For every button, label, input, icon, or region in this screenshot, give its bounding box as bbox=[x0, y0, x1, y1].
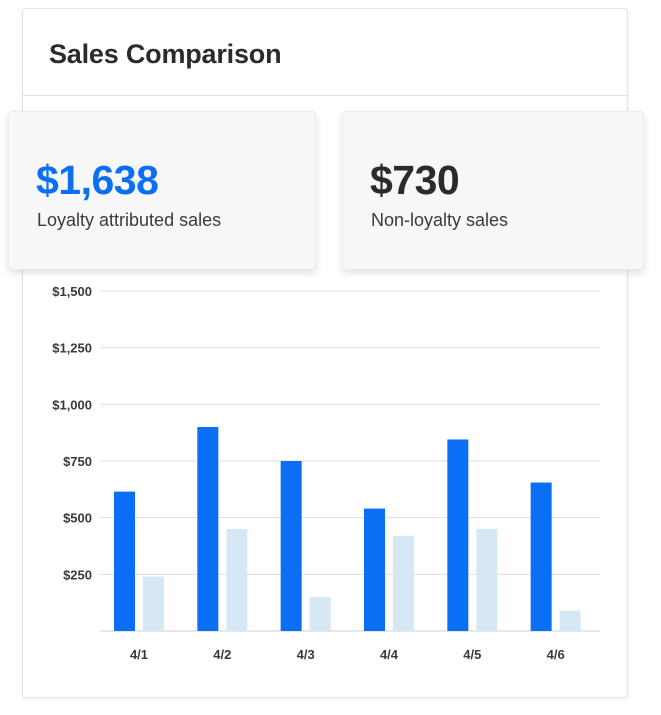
y-tick-label: $500 bbox=[63, 511, 92, 526]
loyalty-bar bbox=[114, 491, 135, 631]
non-loyalty-bar bbox=[559, 610, 581, 631]
y-tick-label: $750 bbox=[63, 454, 92, 469]
non-loyalty-bar bbox=[309, 597, 331, 631]
x-tick-label: 4/6 bbox=[547, 647, 565, 662]
loyalty-bar bbox=[364, 508, 385, 631]
loyalty-bar bbox=[447, 439, 469, 631]
y-tick-label: $1,500 bbox=[52, 284, 92, 299]
x-tick-label: 4/5 bbox=[463, 647, 481, 662]
y-tick-label: $1,250 bbox=[52, 341, 92, 356]
non-loyalty-sales-label: Non-loyalty sales bbox=[371, 210, 509, 230]
non-loyalty-bar bbox=[393, 535, 414, 631]
panel-title: Sales Comparison bbox=[49, 39, 282, 69]
loyalty-sales-card: $1,638 Loyalty attributed sales bbox=[8, 111, 316, 270]
loyalty-bar bbox=[530, 482, 552, 631]
header-divider bbox=[23, 95, 627, 96]
non-loyalty-sales-value: $730 bbox=[370, 157, 460, 203]
y-tick-label: $250 bbox=[63, 567, 92, 582]
non-loyalty-sales-card: $730 Non-loyalty sales bbox=[342, 111, 644, 270]
x-tick-label: 4/1 bbox=[130, 647, 148, 662]
y-tick-label: $1,000 bbox=[52, 397, 92, 412]
loyalty-bar bbox=[197, 427, 219, 631]
x-tick-label: 4/4 bbox=[380, 647, 399, 662]
non-loyalty-bar bbox=[476, 529, 498, 631]
x-tick-label: 4/2 bbox=[213, 647, 231, 662]
non-loyalty-bar bbox=[143, 576, 164, 631]
loyalty-bar bbox=[280, 461, 302, 631]
x-tick-label: 4/3 bbox=[297, 647, 315, 662]
loyalty-sales-value: $1,638 bbox=[36, 157, 159, 203]
loyalty-sales-label: Loyalty attributed sales bbox=[37, 210, 222, 230]
non-loyalty-bar bbox=[226, 529, 248, 631]
